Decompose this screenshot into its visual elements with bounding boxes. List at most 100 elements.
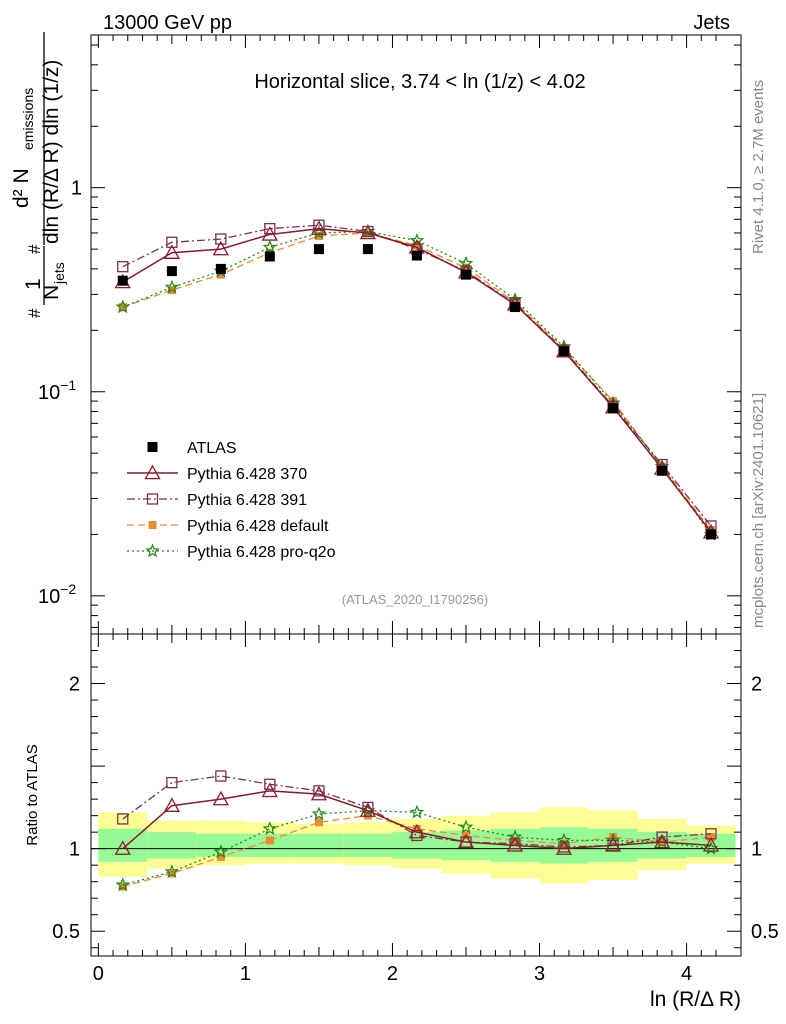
pq2o-marker bbox=[360, 223, 376, 238]
ratio-y-tick-label-right: 0.5 bbox=[751, 921, 779, 943]
p391-marker bbox=[166, 776, 178, 789]
ylabel-hash-2: # bbox=[25, 244, 44, 254]
p370-ratio-line bbox=[122, 790, 712, 850]
atlas-marker bbox=[362, 244, 373, 255]
p391-marker bbox=[215, 233, 227, 245]
pdef-marker bbox=[265, 836, 274, 845]
atlas-marker bbox=[509, 302, 520, 313]
atlas-marker bbox=[264, 251, 275, 262]
pq2o-marker bbox=[213, 844, 229, 859]
pdef-marker bbox=[314, 818, 323, 827]
pdef-marker bbox=[216, 852, 225, 861]
uncertainty-band-inner bbox=[686, 833, 736, 857]
header-right: Jets bbox=[693, 12, 730, 34]
main-y-tick-labels: 1 10−1 10−2 bbox=[38, 178, 82, 608]
atlas-marker bbox=[608, 403, 619, 414]
p370-marker bbox=[653, 833, 671, 849]
p370-marker bbox=[212, 240, 229, 256]
p370-marker bbox=[310, 220, 328, 235]
p370-marker bbox=[144, 464, 161, 480]
p391-marker bbox=[264, 778, 276, 790]
p370-marker bbox=[555, 840, 573, 855]
pdef-marker bbox=[148, 521, 157, 529]
pq2o-marker bbox=[145, 543, 160, 558]
pq2o-marker bbox=[115, 299, 131, 314]
legend-label: ATLAS bbox=[187, 440, 237, 457]
ratio-y-axis-label: Ratio to ATLAS bbox=[24, 744, 41, 845]
atlas-marker bbox=[657, 465, 668, 476]
p370-marker bbox=[163, 244, 180, 259]
ratio-y-tick-label-left: 1 bbox=[69, 839, 80, 861]
p370-marker bbox=[604, 837, 622, 852]
x-tick-label: 4 bbox=[681, 963, 692, 985]
atlas-marker bbox=[706, 529, 716, 540]
uncertainty-band-inner bbox=[392, 832, 442, 859]
ratio-plot-area bbox=[91, 634, 741, 956]
rivet-version-label: Rivet 4.1.0, ≥ 2.7M events bbox=[750, 80, 767, 254]
legend: ATLAS Pythia 6.428 370 Pythia 6.428 391 Pyt… bbox=[127, 440, 336, 561]
ylabel-njets-sub: jets bbox=[51, 262, 67, 285]
pdef-marker bbox=[118, 882, 127, 891]
p370-marker bbox=[457, 833, 475, 849]
pq2o-line bbox=[122, 230, 712, 535]
ratio-y-tick-labels: 2 2 1 1 0.5 0.5 bbox=[52, 674, 779, 944]
p370-marker bbox=[506, 837, 524, 852]
p370-marker bbox=[212, 790, 229, 806]
pq2o-marker bbox=[164, 279, 180, 294]
pq2o-marker bbox=[164, 864, 180, 878]
p391-marker bbox=[146, 493, 159, 505]
pdef-line bbox=[122, 232, 712, 531]
atlas-marker bbox=[166, 266, 177, 277]
ratio-panel: 2 2 1 1 0.5 0.5 0 1 2 3 4 Ratio to ATLAS ln (R/Δ … bbox=[24, 633, 779, 1011]
pdef-marker bbox=[167, 869, 176, 878]
ratio-y-tick-label-left: 2 bbox=[69, 674, 80, 696]
ratio-y-tick-label-left: 0.5 bbox=[52, 921, 80, 943]
ratio-frame bbox=[90, 633, 742, 957]
pq2o-marker bbox=[605, 832, 621, 847]
atlas-marker bbox=[147, 442, 158, 452]
x-axis-label: ln (R/Δ R) bbox=[650, 988, 741, 1011]
p370-marker bbox=[114, 840, 131, 855]
analysis-tag: (ATLAS_2020_I1790256) bbox=[342, 592, 488, 607]
atlas-marker bbox=[313, 244, 324, 255]
p370-marker bbox=[310, 785, 328, 801]
ylabel-one: 1 bbox=[22, 278, 45, 290]
x-tick-labels: 0 1 2 3 4 bbox=[93, 963, 692, 985]
main-plot-area bbox=[91, 35, 741, 634]
x-tick-label: 1 bbox=[240, 963, 251, 985]
chart-title: Horizontal slice, 3.74 < ln (1/z) < 4.02 bbox=[254, 71, 585, 93]
uncertainty-band-inner bbox=[147, 832, 197, 859]
ylabel-hash-1: # bbox=[25, 308, 44, 318]
uncertainty-band-inner bbox=[245, 833, 295, 857]
legend-label: Pythia 6.428 370 bbox=[187, 466, 307, 483]
p370-marker bbox=[408, 823, 425, 839]
header-left: 13000 GeV pp bbox=[103, 12, 232, 34]
ylabel-numerator-sub: emissions bbox=[20, 88, 36, 150]
pq2o-marker bbox=[409, 804, 425, 819]
atlas-marker bbox=[215, 263, 226, 274]
atlas-marker bbox=[558, 346, 569, 357]
pdef-marker bbox=[412, 241, 421, 250]
p370-marker bbox=[163, 797, 180, 812]
uncertainty-band-inner bbox=[343, 833, 393, 857]
ratio-y-tick-label-right: 2 bbox=[751, 674, 762, 696]
legend-label: Pythia 6.428 pro-q2o bbox=[187, 544, 336, 561]
main-y-tick-label: 10−1 bbox=[38, 377, 76, 404]
pq2o-marker bbox=[311, 806, 327, 821]
ratio-y-tick-label-right: 1 bbox=[751, 839, 762, 861]
main-y-tick-label: 1 bbox=[71, 178, 82, 200]
atlas-marker bbox=[117, 275, 128, 286]
p370-marker bbox=[359, 224, 377, 240]
pq2o-marker bbox=[409, 233, 425, 247]
p391-line bbox=[122, 224, 712, 527]
p370-marker bbox=[261, 782, 278, 798]
mcplots-label: mcplots.cern.ch [arXiv:2401.10621] bbox=[750, 393, 767, 628]
pq2o-marker bbox=[262, 821, 278, 836]
atlas-marker bbox=[411, 250, 422, 261]
p370-marker bbox=[359, 802, 377, 817]
pq2o-marker bbox=[654, 834, 670, 849]
ylabel-njets: N bbox=[40, 285, 63, 300]
pq2o-marker bbox=[458, 819, 474, 834]
p370-marker bbox=[702, 837, 720, 852]
